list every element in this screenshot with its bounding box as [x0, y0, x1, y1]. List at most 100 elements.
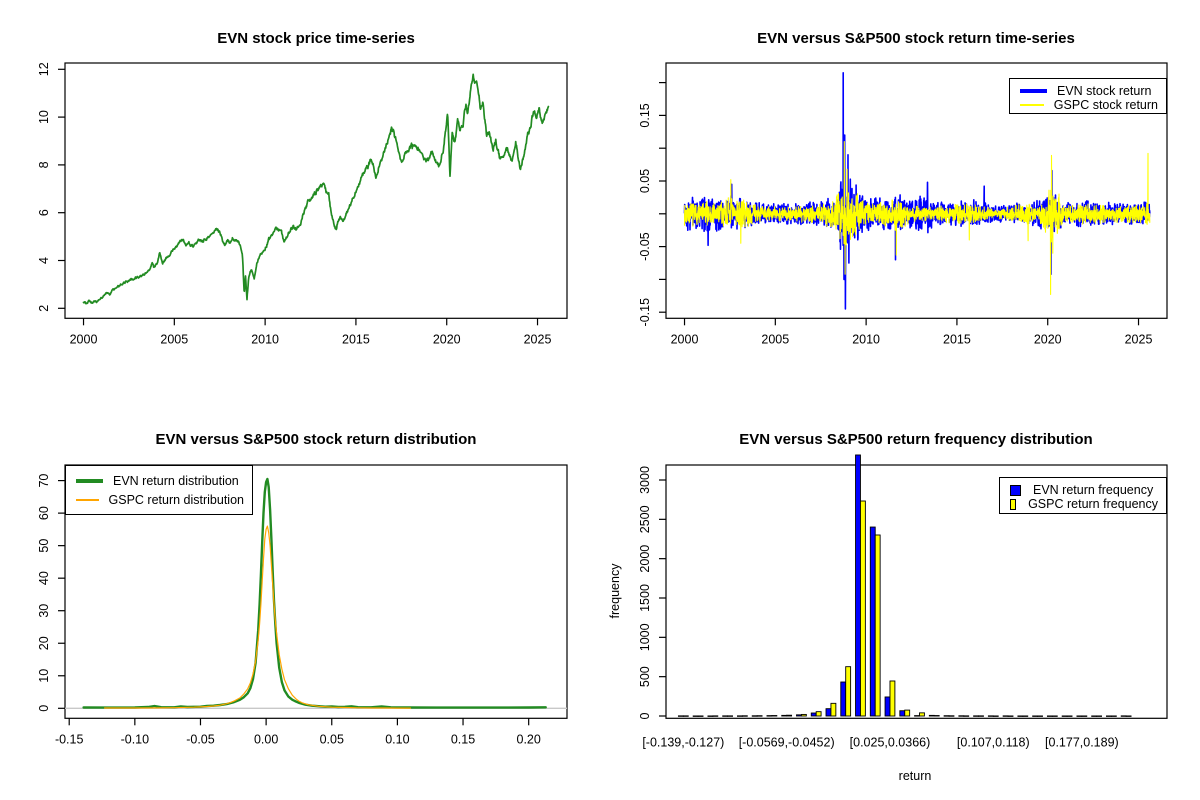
price-y-tick-label: 10 [37, 110, 51, 124]
returns-y-tick-label: 0.05 [638, 169, 652, 193]
legend-item-evn-density: EVN return distribution [76, 473, 244, 488]
gspc-frequency-bar [889, 680, 896, 717]
frequency-x-tick-label: [-0.0569,-0.0452) [739, 735, 835, 749]
gspc-frequency-bar [860, 500, 866, 717]
evn-frequency-bar [855, 454, 861, 717]
evn-frequency-bar [958, 715, 965, 717]
frequency-legend: EVN return frequency GSPC return frequen… [999, 477, 1167, 514]
evn-frequency-bar [751, 715, 758, 717]
gspc-frequency-bar [933, 715, 940, 717]
gspc-frequency-bar [904, 709, 911, 717]
returns-x-tick-label: 2000 [671, 332, 699, 346]
density-y-tick-label: 10 [37, 669, 51, 683]
evn-frequency-bar [973, 715, 979, 717]
density-y-tick-label: 20 [37, 636, 51, 650]
frequency-y-axis-label: frequency [608, 563, 622, 619]
evn-frequency-bar [928, 714, 935, 717]
density-y-tick-label: 50 [37, 539, 51, 553]
legend-item-gspc-return: GSPC stock return [1020, 98, 1158, 112]
frequency-y-tick-label: 500 [638, 666, 652, 687]
evn-frequency-bar [707, 715, 714, 717]
evn-frequency-bar [796, 714, 802, 717]
gspc-frequency-bar [800, 713, 807, 717]
gspc-frequency-bar [1007, 715, 1014, 717]
gspc-return-line-swatch [1020, 104, 1044, 106]
gspc-frequency-bar [756, 715, 763, 717]
gspc-frequency-bar [727, 715, 733, 717]
legend-item-evn-frequency: EVN return frequency [1010, 483, 1158, 497]
evn-frequency-bar [781, 714, 788, 717]
density-x-tick-label: -0.05 [186, 732, 215, 746]
evn-frequency-bar [766, 715, 773, 717]
frequency-x-axis-label: return [898, 769, 932, 783]
price-y-tick-label: 8 [37, 161, 51, 168]
evn-frequency-bar [987, 715, 994, 717]
evn-frequency-bar [943, 715, 950, 717]
evn-frequency-bar [1032, 715, 1039, 717]
legend-label: EVN return distribution [113, 473, 239, 488]
evn-frequency-bar [884, 696, 891, 717]
legend-label: EVN stock return [1057, 84, 1152, 98]
frequency-y-tick-label: 3000 [638, 466, 652, 494]
evn-frequency-bar [825, 708, 832, 717]
frequency-x-tick-label: [0.025,0.0366) [850, 735, 931, 749]
gspc-frequency-bar [741, 715, 748, 717]
density-x-tick-label: 0.10 [385, 732, 409, 746]
gspc-frequency-box-swatch [1010, 498, 1017, 510]
evn-frequency-bar [840, 681, 847, 717]
density-x-tick-label: -0.10 [121, 732, 150, 746]
legend-label: GSPC return distribution [108, 493, 244, 508]
returns-y-tick-label: 0.15 [638, 103, 652, 127]
returns-y-tick-label: -0.15 [638, 298, 652, 327]
gspc-frequency-bar [963, 715, 970, 717]
density-chart-title: EVN versus S&P500 stock return distribut… [155, 431, 477, 448]
density-x-tick-label: -0.15 [55, 732, 84, 746]
frequency-y-tick-label: 2000 [638, 545, 652, 573]
gspc-frequency-bar [1022, 715, 1029, 717]
returns-x-tick-label: 2025 [1125, 332, 1153, 346]
density-y-tick-label: 0 [37, 705, 51, 712]
frequency-y-tick-label: 1000 [638, 623, 652, 651]
gspc-return-series-line [683, 141, 1151, 296]
price-chart-title: EVN stock price time-series [217, 30, 415, 47]
legend-item-gspc-density: GSPC return distribution [76, 493, 244, 508]
frequency-bars [677, 454, 1132, 717]
evn-frequency-bar [677, 715, 684, 717]
evn-return-line-swatch [1020, 89, 1047, 93]
returns-x-tick-label: 2005 [761, 332, 789, 346]
evn-frequency-bar [1061, 715, 1068, 717]
gspc-frequency-bar [948, 715, 955, 717]
legend-label: EVN return frequency [1033, 483, 1154, 497]
evn-price-series-line [82, 73, 550, 305]
gspc-density-line-swatch [76, 499, 99, 502]
evn-frequency-box-swatch [1010, 484, 1021, 496]
evn-frequency-bar [722, 715, 729, 717]
density-y-tick-label: 70 [37, 474, 51, 488]
evn-frequency-bar [1046, 715, 1053, 717]
density-legend: EVN return distribution GSPC return dist… [65, 465, 253, 515]
density-plot-box [64, 464, 568, 719]
legend-label: GSPC return frequency [1028, 497, 1158, 511]
density-y-tick-label: 60 [37, 506, 51, 520]
density-x-tick-label: 0.05 [320, 732, 344, 746]
gspc-frequency-bar [978, 715, 984, 717]
price-plot-box [64, 62, 568, 319]
evn-frequency-bar [899, 710, 906, 717]
gspc-frequency-bar [1096, 715, 1102, 717]
price-x-tick-label: 2025 [524, 332, 552, 346]
legend-item-evn-return: EVN stock return [1020, 84, 1158, 98]
frequency-x-tick-label: [0.107,0.118) [957, 735, 1030, 749]
frequency-chart-title: EVN versus S&P500 return frequency distr… [739, 431, 1093, 448]
gspc-frequency-bar [1037, 715, 1043, 717]
evn-frequency-bar [1106, 715, 1112, 717]
density-x-tick-label: 0.15 [451, 732, 475, 746]
legend-item-gspc-frequency: GSPC return frequency [1010, 497, 1158, 511]
evn-frequency-bar [692, 715, 699, 717]
price-x-tick-label: 2015 [342, 332, 370, 346]
gspc-frequency-bar [1051, 715, 1058, 717]
gspc-frequency-bar [874, 534, 881, 717]
gspc-frequency-bar [992, 715, 999, 717]
evn-frequency-bar [1076, 715, 1083, 717]
returns-legend: EVN stock return GSPC stock return [1009, 78, 1167, 114]
